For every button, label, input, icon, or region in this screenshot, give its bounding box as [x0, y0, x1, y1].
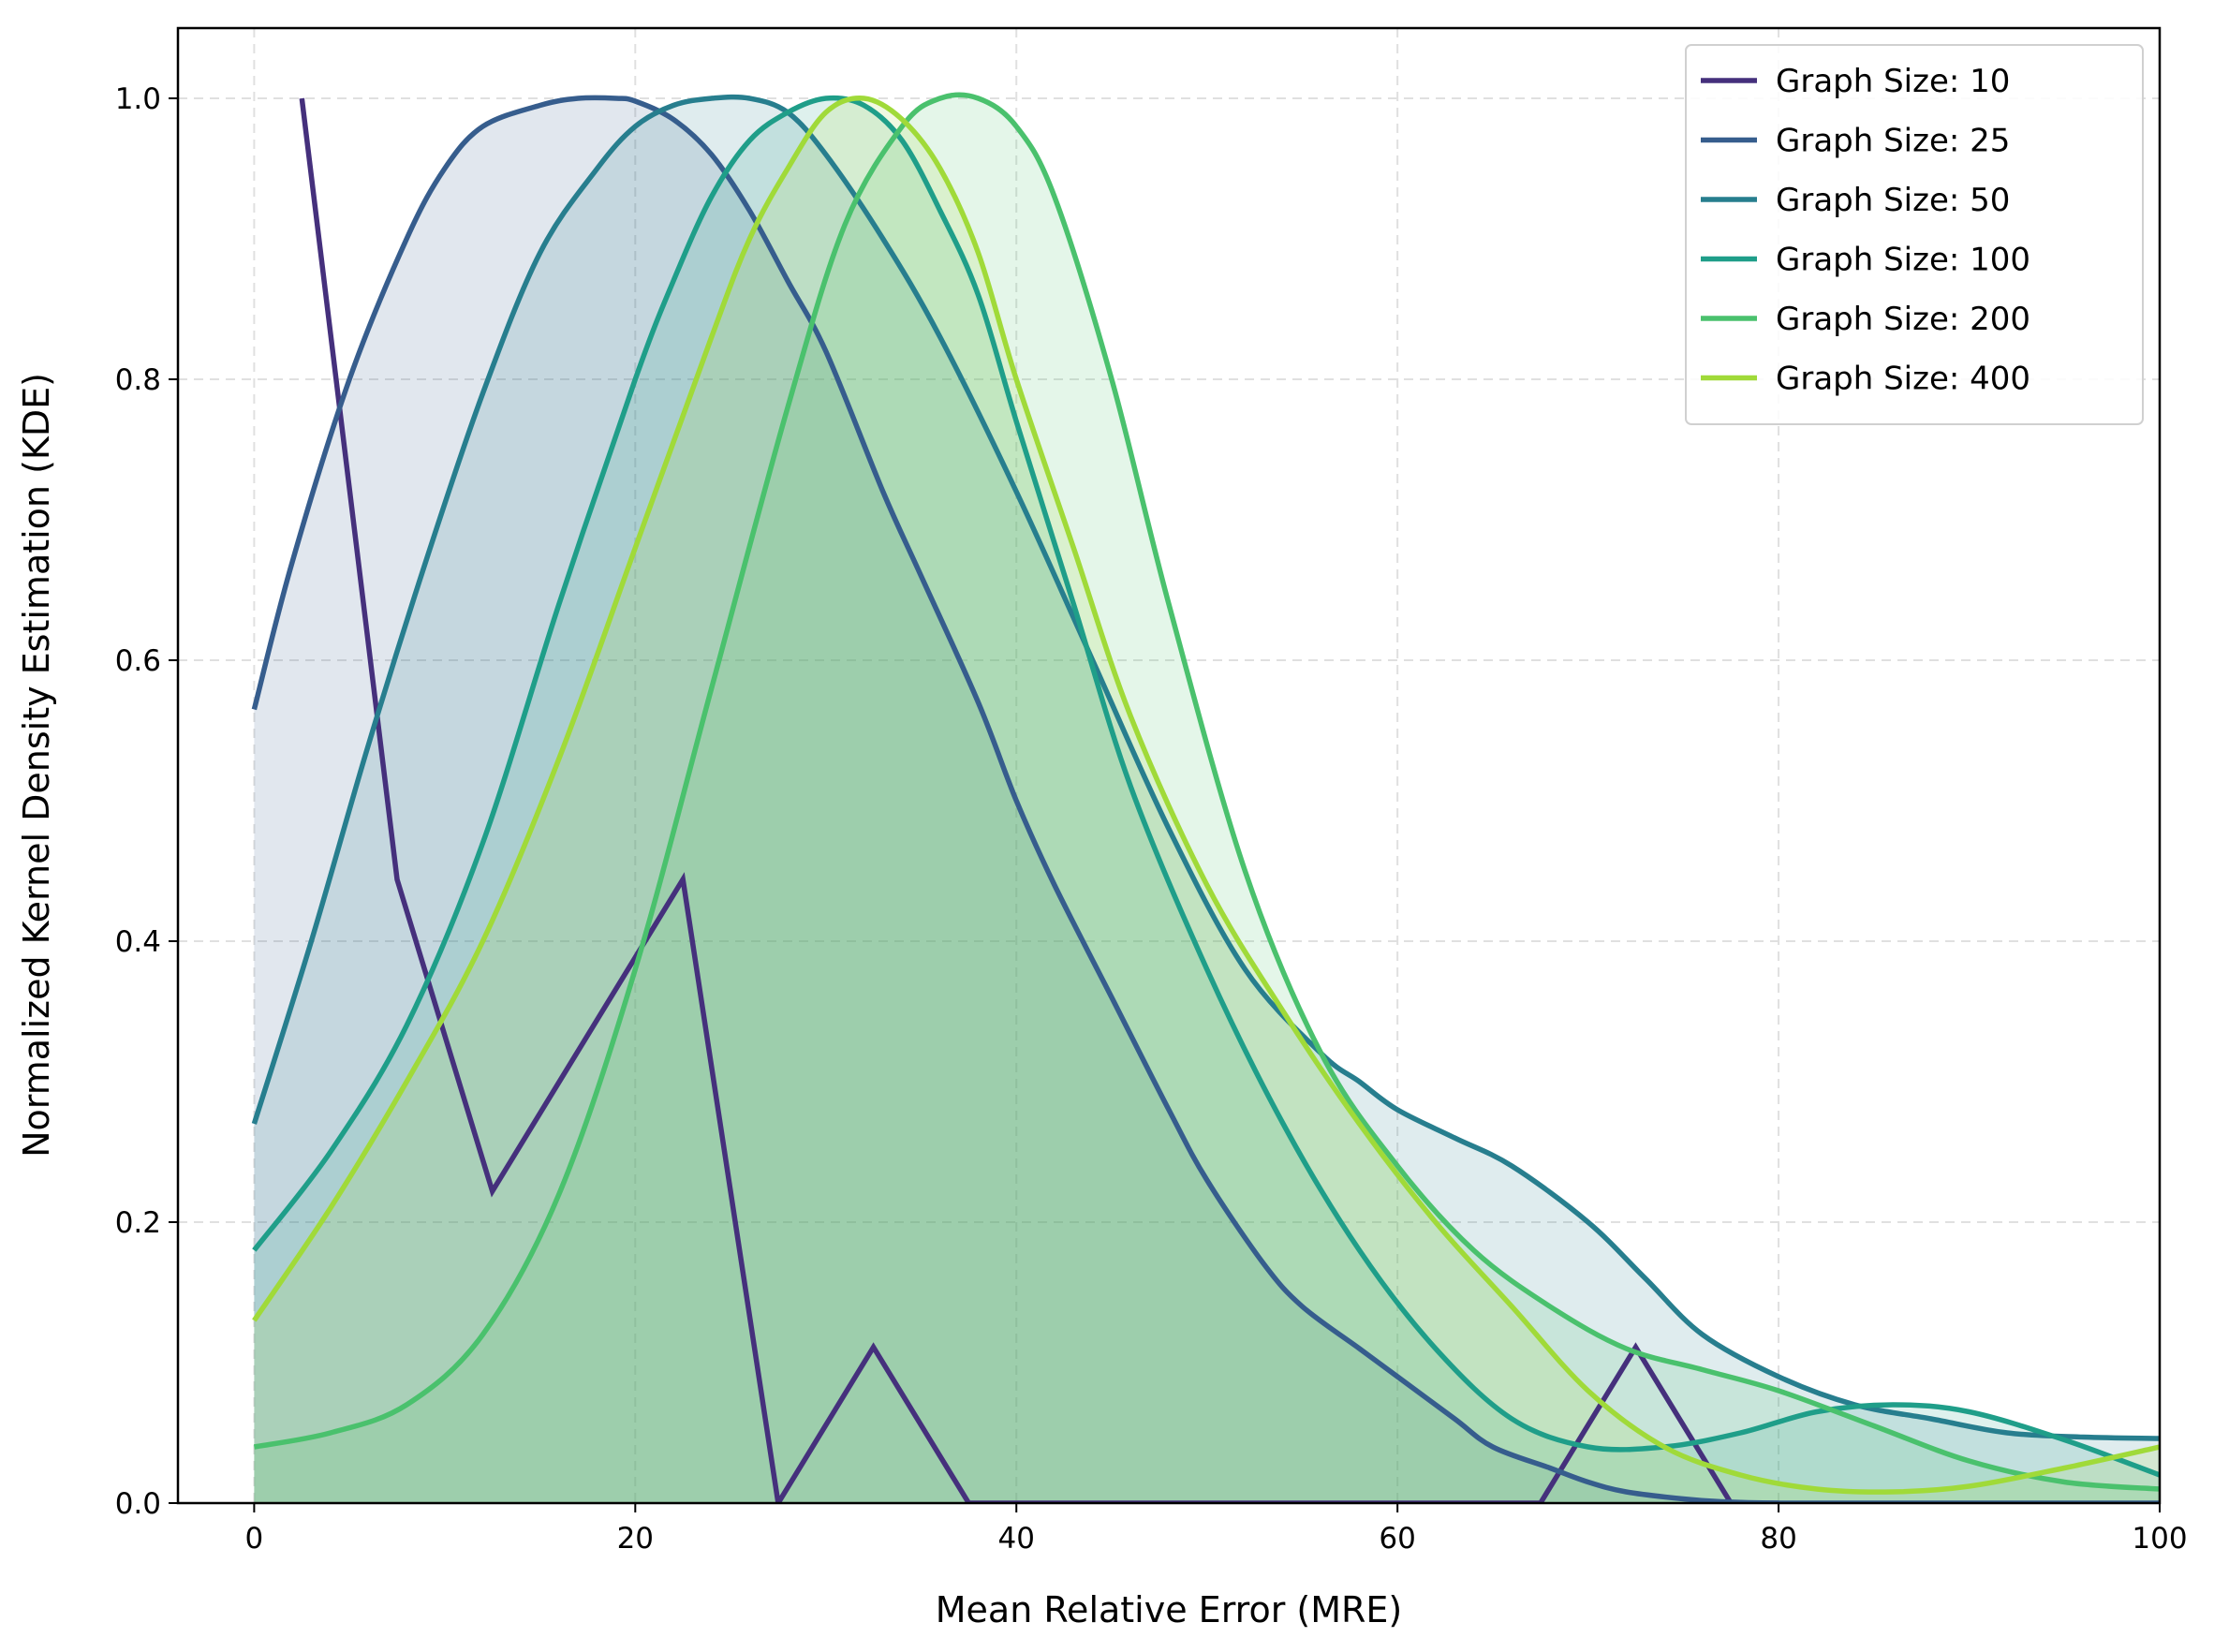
series-10-line [299, 97, 1779, 1503]
legend-entry: Graph Size: 200 [1701, 301, 2030, 338]
legend-label: Graph Size: 400 [1776, 361, 2030, 398]
y-tick-label: 0.4 [115, 925, 161, 959]
legend-entry: Graph Size: 10 [1701, 63, 2010, 100]
series-200-line [253, 92, 2160, 1492]
legend-entry: Graph Size: 100 [1701, 242, 2030, 279]
y-tick-label: 0.6 [115, 644, 161, 678]
series-25-area [254, 97, 2160, 1503]
legend-label: Graph Size: 50 [1776, 182, 2010, 219]
series-400-line [252, 96, 2160, 1495]
legend-label: Graph Size: 100 [1776, 242, 2030, 279]
y-tick-label: 0.0 [115, 1487, 161, 1521]
legend-label: Graph Size: 25 [1776, 123, 2010, 160]
series-100-line [252, 95, 2160, 1478]
y-axis-title: Normalized Kernel Density Estimation (KD… [16, 373, 57, 1158]
legend-label: Graph Size: 10 [1776, 63, 2010, 100]
series-50-line [251, 94, 2160, 1441]
y-tick-label: 0.8 [115, 363, 161, 397]
legend-box [1685, 44, 2144, 425]
series-100-area [254, 97, 2160, 1503]
x-axis-title: Mean Relative Error (MRE) [936, 1589, 1403, 1630]
series-200-area [254, 95, 2160, 1503]
x-tick-label: 100 [2132, 1522, 2187, 1556]
x-axis-ticks: 0 20 40 60 80 100 [245, 1503, 2188, 1556]
series-25-line [251, 95, 2160, 1503]
plot-frame [176, 26, 2162, 1505]
y-axis-ticks: 0.0 0.2 0.4 0.6 0.8 1.0 [115, 82, 178, 1521]
legend-entry: Graph Size: 25 [1701, 123, 2010, 160]
series-lines [251, 92, 2160, 1503]
x-tick-label: 40 [998, 1522, 1035, 1556]
x-tick-label: 60 [1379, 1522, 1415, 1556]
legend: Graph Size: 10 Graph Size: 25 Graph Size: … [1685, 44, 2144, 425]
y-tick-label: 0.2 [115, 1206, 161, 1240]
series-400-area [254, 97, 2160, 1503]
x-tick-label: 20 [617, 1522, 654, 1556]
legend-label: Graph Size: 200 [1776, 301, 2030, 338]
x-tick-label: 0 [245, 1522, 264, 1556]
legend-entry: Graph Size: 400 [1701, 361, 2030, 398]
legend-entry: Graph Size: 50 [1701, 182, 2010, 219]
area-fills [254, 95, 2160, 1503]
y-tick-label: 1.0 [115, 82, 161, 116]
series-50-area [254, 96, 2160, 1503]
x-tick-label: 80 [1760, 1522, 1796, 1556]
